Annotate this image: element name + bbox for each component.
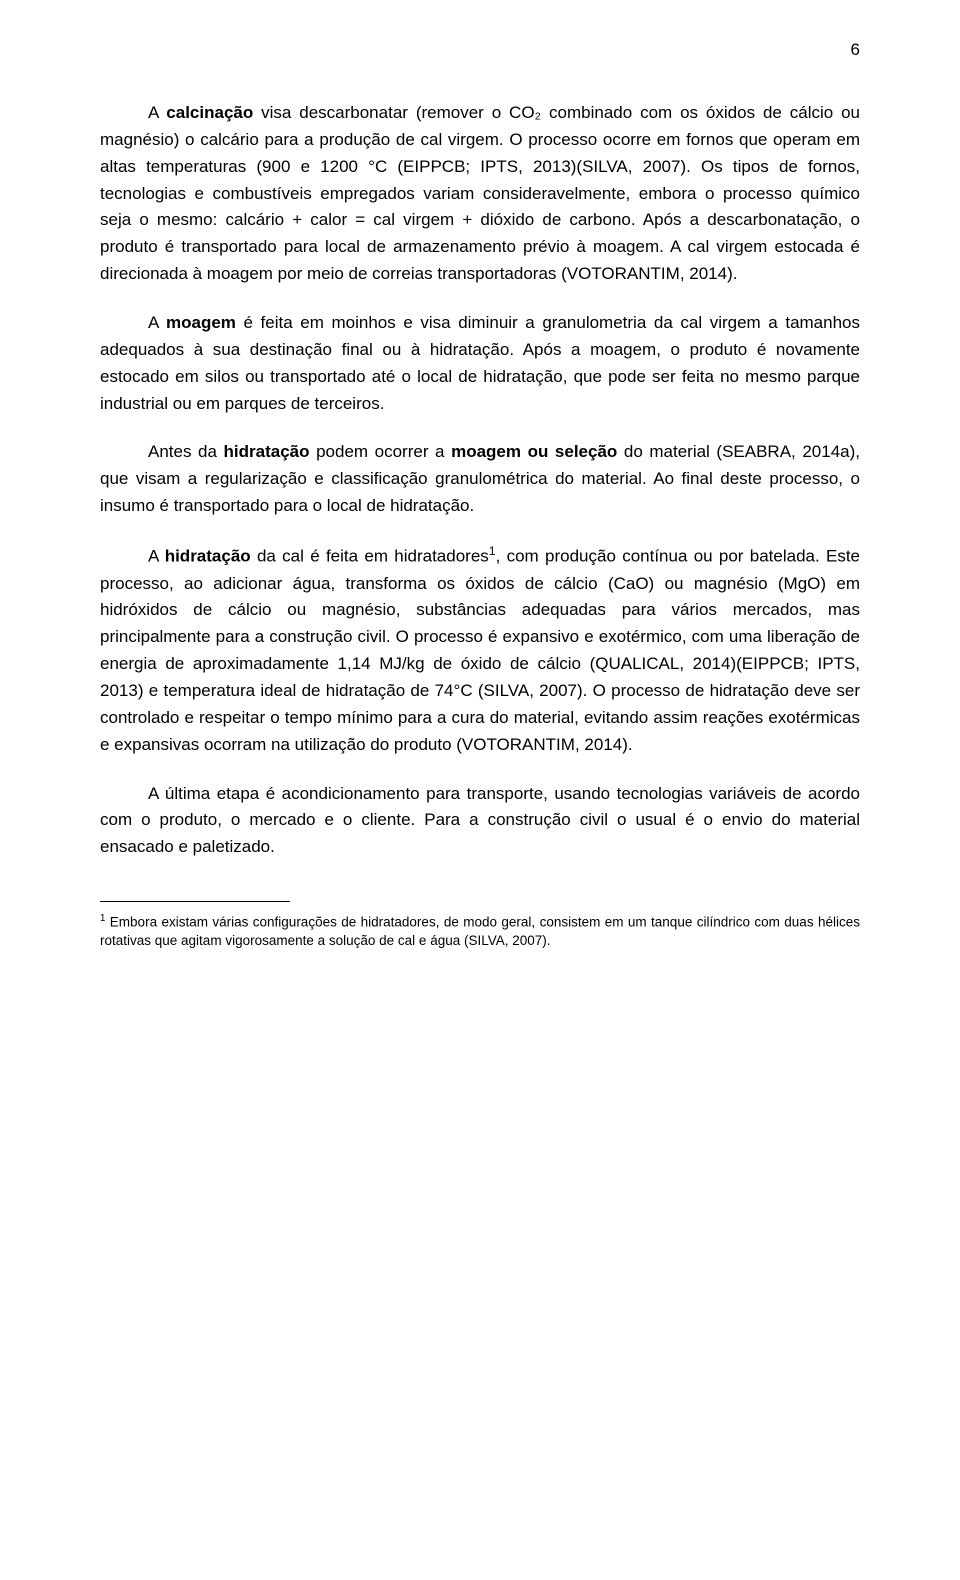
- page-number: 6: [100, 40, 860, 60]
- p2-bold-moagem: moagem: [166, 313, 236, 332]
- paragraph-2: A moagem é feita em moinhos e visa dimin…: [100, 310, 860, 417]
- paragraph-5: A última etapa é acondicionamento para t…: [100, 781, 860, 862]
- paragraph-1: A calcinação visa descarbonatar (remover…: [100, 100, 860, 288]
- p4-mid: da cal é feita em hidratadores: [251, 547, 489, 566]
- p3-bold-hidratacao: hidratação: [224, 442, 310, 461]
- paragraph-3: Antes da hidratação podem ocorrer a moag…: [100, 439, 860, 520]
- p1-bold-calcinacao: calcinação: [166, 103, 253, 122]
- p4-bold-hidratacao: hidratação: [165, 547, 251, 566]
- p1-post: visa descarbonatar (remover o CO₂ combin…: [100, 103, 860, 283]
- p5-text: A última etapa é acondicionamento para t…: [100, 784, 860, 857]
- p2-pre: A: [148, 313, 166, 332]
- p4-post: , com produção contínua ou por batelada.…: [100, 547, 860, 754]
- p3-mid: podem ocorrer a: [310, 442, 452, 461]
- p3-bold-moagem-selecao: moagem ou seleção: [451, 442, 617, 461]
- footnote-1: 1 Embora existam várias configurações de…: [100, 912, 860, 950]
- paragraph-4: A hidratação da cal é feita em hidratado…: [100, 542, 860, 759]
- p4-pre: A: [148, 547, 165, 566]
- p1-pre: A: [148, 103, 166, 122]
- footnote-text: Embora existam várias configurações de h…: [100, 915, 860, 948]
- p3-pre: Antes da: [148, 442, 224, 461]
- footnote-marker-inline: 1: [489, 544, 496, 558]
- footnote-separator: [100, 901, 290, 902]
